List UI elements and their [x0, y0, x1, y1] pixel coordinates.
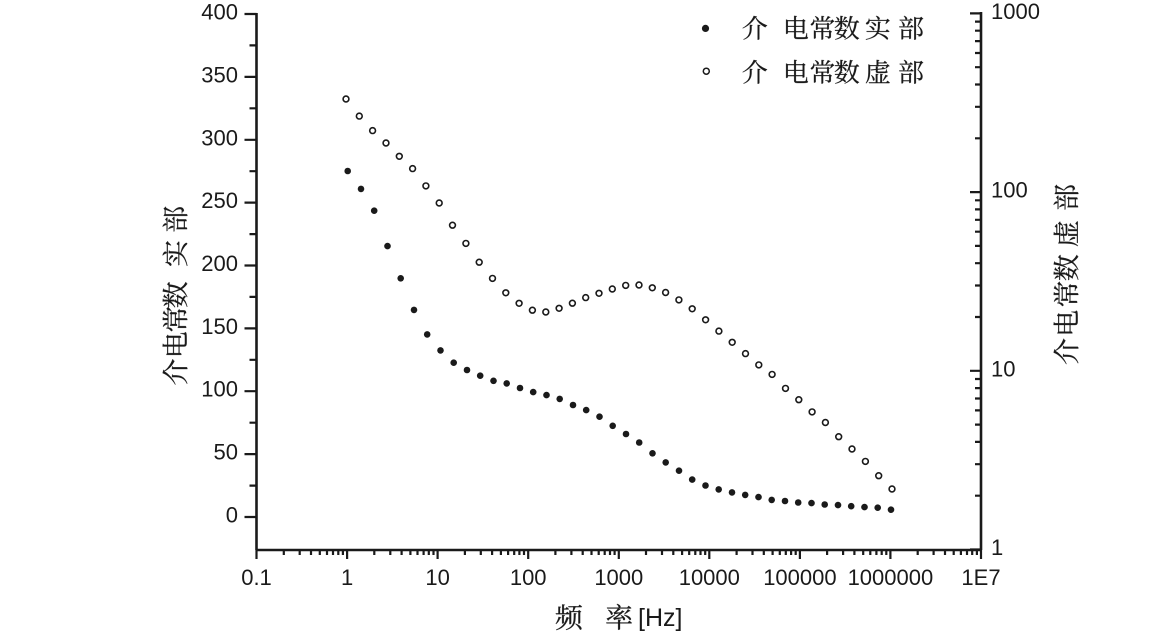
svg-text:1000: 1000	[991, 0, 1040, 24]
svg-text:0.1: 0.1	[241, 565, 272, 590]
svg-text:10: 10	[991, 356, 1015, 381]
svg-text:100: 100	[991, 178, 1028, 203]
svg-text:400: 400	[201, 0, 238, 25]
svg-text:1000: 1000	[594, 565, 643, 590]
svg-text:350: 350	[201, 62, 238, 87]
svg-text:[Hz]: [Hz]	[638, 604, 682, 631]
svg-text:10000: 10000	[679, 565, 740, 590]
svg-text:1000000: 1000000	[848, 565, 934, 590]
svg-text:1E7: 1E7	[961, 565, 1000, 590]
svg-text:150: 150	[201, 314, 238, 339]
svg-text:100000: 100000	[763, 565, 836, 590]
svg-text:100: 100	[201, 377, 238, 402]
svg-text:100: 100	[510, 565, 547, 590]
svg-text:300: 300	[201, 125, 238, 150]
svg-text:0: 0	[226, 503, 238, 528]
svg-text:250: 250	[201, 188, 238, 213]
svg-text:50: 50	[214, 440, 238, 465]
svg-text:200: 200	[201, 251, 238, 276]
svg-text:10: 10	[425, 565, 449, 590]
svg-text:1: 1	[991, 535, 1003, 560]
svg-text:1: 1	[341, 565, 353, 590]
